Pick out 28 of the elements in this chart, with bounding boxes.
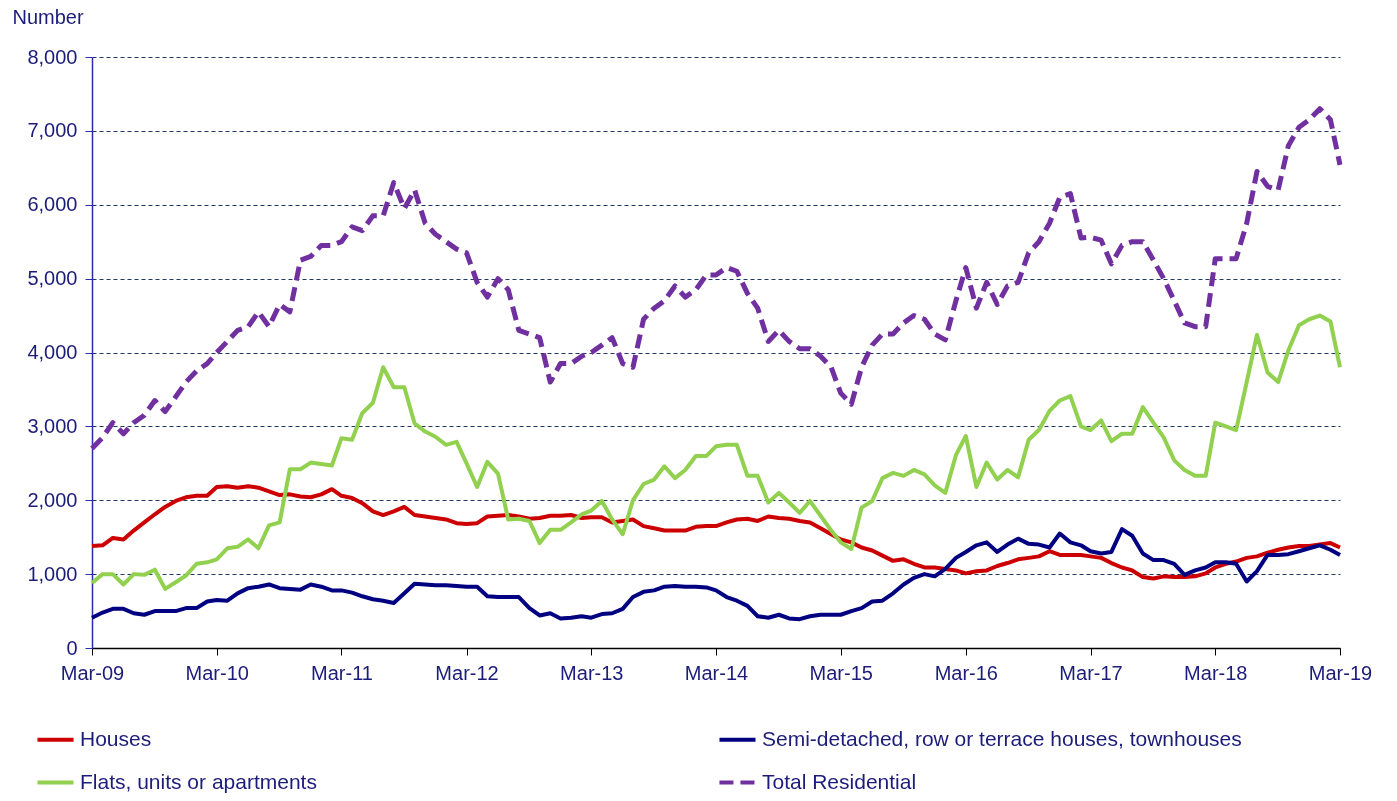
y-tick-label: 5,000 [27,267,78,290]
x-tick-label: Mar-15 [809,661,873,684]
x-tick-label: Mar-19 [1308,661,1373,684]
x-tick-label: Mar-17 [1059,661,1123,684]
line-series [90,313,1342,591]
y-tick-label: 0 [66,636,78,659]
x-tick-label: Mar-14 [684,661,749,684]
x-tick-label: Mar-10 [185,661,249,684]
y-tick-label: 3,000 [27,414,78,437]
legend-label: Total Residential [762,769,917,793]
y-tick-label: 6,000 [27,193,78,216]
x-tick-label: Mar-12 [435,661,499,684]
y-tick-label: 8,000 [27,45,78,68]
x-tick-label: Mar-13 [560,661,624,684]
y-tick-label: 4,000 [27,341,78,363]
x-tick-label: Mar-11 [311,661,373,684]
y-tick-label: 1,000 [27,562,78,585]
y-axis-title: Number [12,5,84,28]
line-series [90,527,1342,622]
y-tick-label: 2,000 [27,488,78,511]
legend-label: Houses [80,726,152,750]
x-tick-label: Mar-09 [60,661,125,684]
legend-label: Flats, units or apartments [80,769,317,793]
y-tick-label: 7,000 [27,119,78,142]
legend-label: Semi-detached, row or terrace houses, townhouses [762,726,1242,750]
x-tick-label: Mar-16 [934,661,998,684]
line-series [90,484,1342,581]
x-tick-label: Mar-18 [1184,661,1248,684]
